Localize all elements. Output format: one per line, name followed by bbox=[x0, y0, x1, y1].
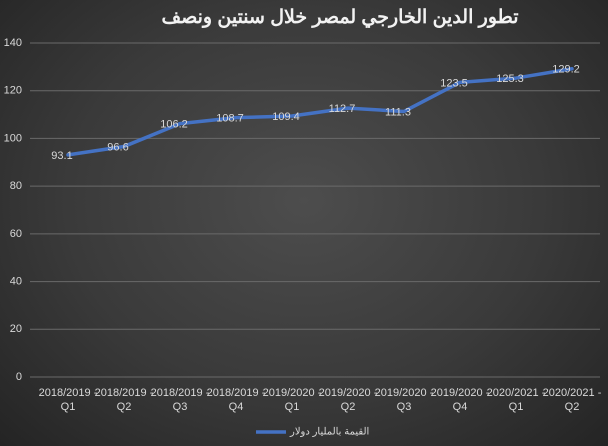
legend-label: القيمة بالمليار دولار bbox=[289, 427, 369, 438]
x-tick-label: 2018/2019 - Q2 bbox=[94, 387, 154, 413]
chart-title: تطور الدين الخارجي لمصر خلال سنتين ونصف bbox=[161, 7, 518, 29]
data-label: 129.2 bbox=[552, 64, 580, 76]
data-label: 125.3 bbox=[496, 73, 524, 85]
data-label: 106.2 bbox=[160, 119, 188, 131]
data-label: 123.5 bbox=[440, 77, 468, 89]
y-tick-label: 80 bbox=[10, 180, 22, 192]
data-label: 111.3 bbox=[385, 106, 411, 118]
x-tick-label: 2018/2019 - Q1 bbox=[38, 387, 98, 413]
data-label: 93.1 bbox=[51, 150, 72, 162]
y-tick-label: 60 bbox=[10, 228, 22, 240]
y-tick-label: 140 bbox=[4, 37, 22, 49]
data-label: 112.7 bbox=[329, 103, 356, 115]
y-tick-label: 0 bbox=[16, 371, 22, 383]
x-tick-label: 2020/2021 - Q2 bbox=[542, 387, 602, 413]
x-tick-label: 2018/2019 - Q3 bbox=[150, 387, 210, 413]
line-series bbox=[66, 67, 574, 157]
x-tick-label: 2020/2021 - Q1 bbox=[486, 387, 546, 413]
y-tick-label: 20 bbox=[10, 323, 22, 335]
y-tick-label: 40 bbox=[10, 275, 22, 287]
y-tick-label: 100 bbox=[4, 132, 22, 144]
y-tick-label: 120 bbox=[4, 85, 22, 97]
x-tick-label: 2018/2019 - Q4 bbox=[206, 387, 266, 413]
data-label: 109.4 bbox=[272, 111, 300, 123]
data-label: 108.7 bbox=[216, 113, 244, 125]
data-label: 96.6 bbox=[107, 141, 128, 153]
x-tick-label: 2019/2020 - Q1 bbox=[262, 387, 322, 413]
x-tick-label: 2019/2020 -Q2 bbox=[318, 387, 378, 413]
x-tick-label: 2019/2020 - Q3 bbox=[374, 387, 434, 413]
x-tick-label: 2019/2020 - Q4 bbox=[430, 387, 490, 413]
